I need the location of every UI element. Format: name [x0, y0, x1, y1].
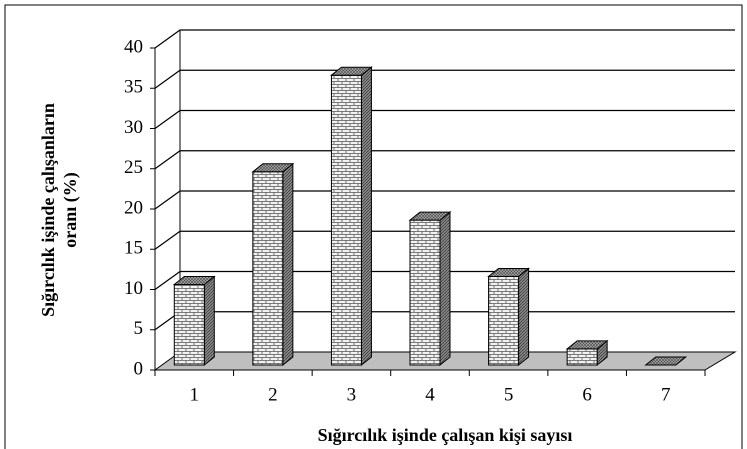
bar-top [487, 267, 530, 277]
y-tick-label: 30 [124, 117, 143, 138]
grid-line [154, 69, 735, 89]
y-axis-label: Sığırcılık işinde çalışanların [38, 103, 58, 317]
bar-side [360, 66, 372, 367]
bar-front [252, 171, 284, 366]
bar-front [409, 219, 441, 366]
bar-front [566, 348, 598, 366]
y-tick-label: 35 [124, 77, 143, 98]
bar [487, 267, 530, 367]
y-tick-label: 10 [124, 278, 143, 299]
y-tick-label: 20 [124, 197, 143, 218]
x-tick-label: 7 [661, 384, 671, 405]
bar [644, 356, 688, 366]
chart-border [4, 4, 743, 449]
x-tick-label: 3 [347, 384, 357, 405]
bar-top [330, 66, 373, 76]
bar [172, 275, 216, 367]
bar-top [172, 276, 216, 285]
bar-front [488, 275, 520, 366]
y-axis-label: oranı (%) [60, 172, 81, 248]
bar-front [173, 284, 205, 366]
bar-top [565, 340, 609, 350]
x-tick-label: 6 [582, 384, 592, 405]
y-tick-label: 25 [124, 157, 143, 178]
bar [408, 211, 452, 367]
y-tick-label: 0 [134, 358, 144, 379]
bar-side [439, 211, 451, 367]
bar-side [203, 275, 215, 367]
y-tick-label: 15 [124, 238, 143, 259]
x-axis-label: Sığırcılık işinde çalışan kişi sayısı [318, 425, 573, 445]
x-tick-label: 1 [190, 384, 200, 405]
x-tick-label: 2 [268, 384, 278, 405]
bar-top [251, 163, 295, 173]
bar-top [644, 356, 688, 366]
bar [330, 66, 373, 367]
bar-side [282, 162, 294, 367]
x-tick-label: 4 [425, 384, 435, 405]
x-tick-label: 5 [504, 384, 514, 405]
bar-side [518, 267, 530, 367]
bar-front [330, 74, 362, 366]
bar [565, 339, 609, 367]
bar [251, 162, 295, 367]
grid-line [154, 230, 735, 250]
y-tick-label: 5 [134, 318, 144, 339]
grid-line [154, 190, 735, 210]
grid-line [154, 109, 735, 129]
grid-line [154, 29, 735, 49]
grid-line [154, 270, 735, 290]
grid-line [154, 150, 735, 170]
y-tick-label: 40 [124, 36, 143, 57]
bar-top [408, 211, 452, 221]
